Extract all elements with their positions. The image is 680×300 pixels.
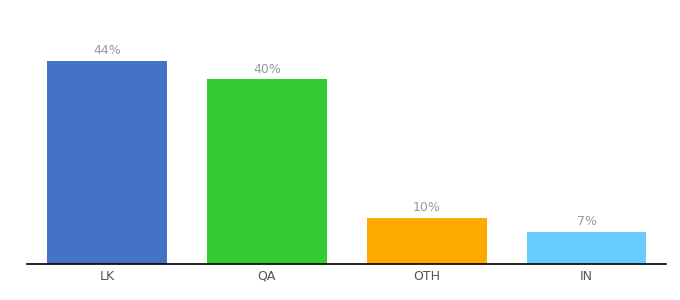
Bar bbox=[207, 80, 327, 264]
Bar bbox=[47, 61, 167, 264]
Bar bbox=[526, 232, 647, 264]
Text: 7%: 7% bbox=[577, 215, 596, 228]
Bar bbox=[367, 218, 487, 264]
Text: 40%: 40% bbox=[253, 63, 281, 76]
Text: 10%: 10% bbox=[413, 201, 441, 214]
Text: 44%: 44% bbox=[93, 44, 121, 57]
